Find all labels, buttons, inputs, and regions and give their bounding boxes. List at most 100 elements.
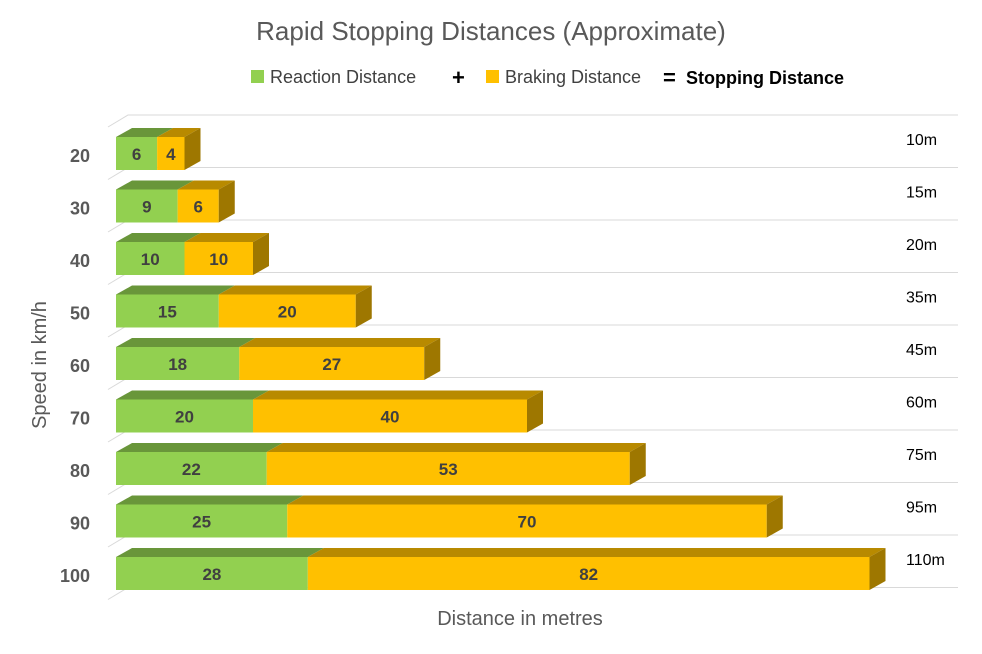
bar-braking-top — [177, 180, 235, 190]
bar-braking-top — [287, 495, 783, 505]
y-tick-label: 70 — [70, 409, 90, 429]
x-axis-label: Distance in metres — [437, 608, 603, 630]
bar-braking-top — [157, 128, 201, 137]
bar-side — [629, 443, 646, 485]
bar-reaction-top — [116, 443, 283, 452]
chart-title: Rapid Stopping Distances (Approximate) — [256, 16, 726, 46]
gridline — [107, 114, 958, 128]
y-axis-ticks: 20 30 40 50 60 70 80 90 100 — [60, 146, 90, 586]
bar-braking — [307, 557, 870, 590]
total-distance-label: 35m — [906, 290, 937, 307]
bar-reaction — [116, 347, 240, 380]
bars: 6 4 9 6 10 10 15 20 18 27 20 40 22 53 25 70 28 82 — [116, 128, 886, 590]
bar-side — [218, 180, 235, 223]
bar-braking-value-label: 53 — [439, 460, 458, 479]
bar-reaction-value-label: 22 — [182, 460, 201, 479]
bar-reaction-value-label: 15 — [158, 303, 177, 322]
bar-braking-value-label: 4 — [166, 145, 176, 164]
bar-reaction-top — [116, 495, 304, 505]
bar-braking — [218, 294, 356, 328]
bar-reaction-top — [116, 548, 324, 557]
gridline — [107, 167, 958, 180]
bar-side — [424, 338, 441, 380]
bar-side — [869, 548, 886, 590]
legend-plus-sign: + — [452, 65, 465, 90]
y-tick-label: 90 — [70, 514, 90, 534]
bar-reaction-value-label: 9 — [142, 198, 151, 217]
legend-equals-sign: = — [663, 65, 676, 90]
bar-braking-value-label: 70 — [518, 513, 537, 532]
bar-braking — [184, 242, 253, 275]
bar-reaction — [116, 294, 219, 328]
y-tick-label: 80 — [70, 461, 90, 481]
bar-reaction — [116, 189, 178, 223]
total-distance-label: 10m — [906, 132, 937, 149]
bar-braking-value-label: 27 — [322, 355, 341, 374]
bar-braking-top — [253, 390, 543, 400]
bar-braking-value-label: 20 — [278, 303, 297, 322]
total-distance-label: 95m — [906, 500, 937, 517]
bar-braking-value-label: 82 — [579, 565, 598, 584]
legend-swatch-reaction — [251, 70, 264, 83]
bar-reaction-top — [116, 128, 174, 137]
bar-braking — [287, 504, 767, 538]
bar-braking-top — [239, 338, 441, 347]
legend-label-stopping-distance: Stopping Distance — [686, 68, 844, 88]
bar-side — [184, 128, 201, 170]
bar-braking — [177, 189, 219, 223]
bar-braking-top — [307, 548, 886, 557]
bar-reaction-value-label: 28 — [202, 565, 221, 584]
bar-braking-top — [184, 233, 269, 242]
bar-reaction-value-label: 18 — [168, 355, 187, 374]
bar-reaction — [116, 557, 308, 590]
bar-braking — [157, 137, 185, 170]
total-distance-label: 110m — [906, 552, 945, 569]
bar-braking — [239, 347, 425, 380]
bar-reaction-value-label: 25 — [192, 513, 211, 532]
bar-braking — [253, 399, 527, 433]
total-distance-label: 20m — [906, 237, 937, 254]
legend: Reaction Distance + Braking Distance = S… — [251, 65, 844, 90]
bar-reaction — [116, 504, 288, 538]
legend-label-reaction: Reaction Distance — [270, 67, 416, 87]
total-distance-label: 60m — [906, 395, 937, 412]
legend-swatch-braking — [486, 70, 499, 83]
bar-reaction-top — [116, 285, 235, 295]
bar-braking-top — [266, 443, 646, 452]
y-tick-label: 50 — [70, 304, 90, 324]
y-tick-label: 40 — [70, 251, 90, 271]
bar-reaction-value-label: 6 — [132, 145, 141, 164]
bar-reaction — [116, 137, 158, 170]
bar-side — [527, 390, 543, 433]
bar-side — [355, 285, 372, 328]
bar-reaction — [116, 452, 267, 485]
bar-reaction-top — [116, 233, 201, 242]
y-tick-label: 20 — [70, 146, 90, 166]
bar-side — [766, 495, 783, 538]
bar-braking-value-label: 10 — [209, 250, 228, 269]
bar-reaction-value-label: 10 — [141, 250, 160, 269]
bar-braking — [266, 452, 630, 485]
y-tick-label: 60 — [70, 356, 90, 376]
total-distance-label: 75m — [906, 447, 937, 464]
gridline — [107, 219, 958, 233]
bar-braking-value-label: 6 — [193, 198, 202, 217]
bar-reaction-top — [116, 390, 269, 400]
y-axis-label: Speed in km/h — [29, 301, 51, 429]
y-tick-label: 30 — [70, 199, 90, 219]
total-distance-label: 45m — [906, 342, 937, 359]
y-tick-label: 100 — [60, 566, 90, 586]
bar-reaction-value-label: 20 — [175, 408, 194, 427]
bar-braking-value-label: 40 — [381, 408, 400, 427]
bar-reaction-top — [116, 338, 256, 347]
total-labels: 10m 15m 20m 35m 45m 60m 75m 95m 110m — [906, 132, 945, 569]
bar-reaction — [116, 242, 185, 275]
legend-label-braking: Braking Distance — [505, 67, 641, 87]
bar-reaction — [116, 399, 253, 433]
bar-reaction-top — [116, 180, 194, 190]
total-distance-label: 15m — [906, 185, 937, 202]
bar-side — [253, 233, 269, 275]
bar-braking-top — [218, 285, 372, 295]
